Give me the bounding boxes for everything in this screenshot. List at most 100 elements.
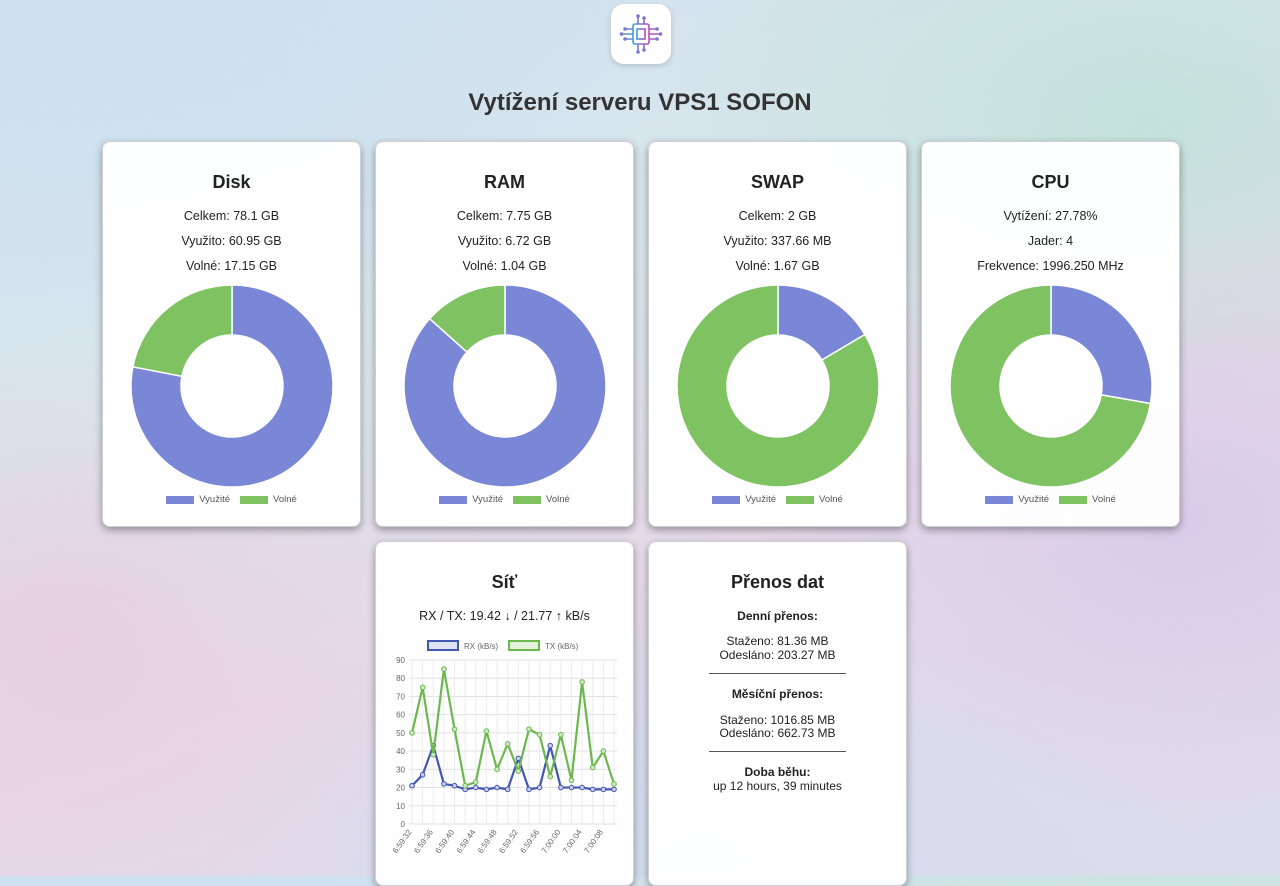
data-point-tx	[451, 726, 458, 733]
data-point-tx	[441, 666, 447, 672]
y-tick-label: 20	[396, 784, 405, 793]
disk-free: Volné: 17.15 GB	[185, 259, 278, 273]
donut-slice-free	[428, 284, 506, 354]
donut-slice-used	[403, 284, 607, 488]
daily-transfer-heading: Denní přenos:	[737, 609, 818, 623]
data-point-tx	[568, 777, 575, 784]
data-point-rx	[504, 786, 511, 793]
data-point-tx	[558, 731, 564, 738]
data-point-tx	[472, 779, 479, 785]
data-point-rx	[451, 782, 458, 789]
legend-label-rx: RX (kB/s)	[464, 642, 499, 651]
data-point-tx	[589, 764, 596, 771]
data-point-rx	[568, 784, 575, 791]
y-tick-label: 40	[396, 747, 405, 756]
uptime-heading: Doba běhu:	[744, 765, 811, 779]
page-title: Vytížení serveru VPS1 SOFON	[468, 89, 812, 116]
ram-legend: Využité Volné	[376, 494, 633, 505]
disk-legend: Využité Volné	[103, 494, 360, 505]
ram-donut-chart	[403, 284, 607, 488]
legend-free: Volné	[1059, 494, 1116, 505]
divider	[709, 751, 846, 752]
legend-free-swatch	[240, 495, 269, 504]
legend-used-swatch	[985, 495, 1014, 504]
donut-slice-used	[1050, 284, 1153, 405]
data-point-tx	[504, 741, 511, 747]
data-point-rx	[547, 742, 554, 749]
monthly-transfer-heading: Měsíční přenos:	[731, 687, 824, 701]
swap-donut-chart	[676, 284, 880, 488]
data-point-rx	[589, 786, 596, 793]
legend-used: Využité	[166, 494, 230, 505]
data-point-rx	[419, 772, 426, 778]
legend-free-swatch	[786, 495, 815, 504]
data-point-rx	[441, 781, 447, 787]
data-point-rx	[536, 784, 543, 791]
disk-total: Celkem: 78.1 GB	[183, 209, 280, 223]
legend-used: Využité	[439, 494, 503, 505]
y-tick-label: 80	[396, 674, 405, 683]
legend-label-tx: TX (kB/s)	[545, 642, 579, 651]
donut-slice-free	[676, 284, 880, 488]
data-point-tx	[579, 679, 585, 685]
legend-free: Volné	[240, 494, 297, 505]
swap-total: Celkem: 2 GB	[738, 209, 817, 223]
x-tick-label: 6:59:52	[497, 828, 520, 855]
cpu-cores: Jader: 4	[1027, 234, 1074, 248]
daily-downloaded: Staženo: 81.36 MB	[726, 634, 829, 648]
monthly-downloaded: Staženo: 1016.85 MB	[719, 713, 836, 727]
legend-swatch-rx	[427, 640, 459, 651]
data-point-tx	[515, 768, 522, 774]
ram-card: RAM Celkem: 7.75 GB Využito: 6.72 GB Vol…	[375, 141, 634, 527]
legend-used-label: Využité	[1018, 494, 1050, 505]
data-point-rx	[526, 786, 532, 793]
data-point-rx	[494, 784, 500, 791]
data-point-tx	[600, 748, 607, 754]
data-point-rx	[409, 782, 415, 789]
data-point-rx	[600, 786, 607, 793]
data-point-tx	[409, 730, 415, 736]
uptime-value: up 12 hours, 39 minutes	[713, 779, 842, 793]
cpu-donut-chart	[949, 284, 1153, 488]
disk-title: Disk	[212, 172, 251, 192]
x-tick-label: 7:00:08	[582, 828, 605, 855]
divider	[709, 673, 846, 674]
network-summary: RX / TX: 19.42 ↓ / 21.77 ↑ kB/s	[419, 609, 590, 623]
legend-used-swatch	[439, 495, 468, 504]
legend-free-label: Volné	[546, 494, 570, 505]
swap-legend: Využité Volné	[649, 494, 906, 505]
data-point-tx	[462, 782, 468, 789]
cpu-load: Vytížení: 27.78%	[1003, 209, 1098, 223]
cpu-legend: Využité Volné	[922, 494, 1179, 505]
legend-used-swatch	[712, 495, 741, 504]
ram-title: RAM	[484, 172, 525, 192]
data-point-tx	[611, 781, 617, 787]
swap-used: Využito: 337.66 MB	[723, 234, 832, 248]
transfer-card: Přenos dat Denní přenos: Staženo: 81.36 …	[648, 541, 907, 886]
series-line-tx	[410, 668, 616, 787]
y-tick-label: 90	[396, 656, 405, 665]
y-tick-label: 30	[396, 765, 405, 774]
legend-free-swatch	[1059, 495, 1088, 504]
swap-title: SWAP	[750, 172, 804, 192]
network-legend: RX (kB/s) TX (kB/s)	[427, 640, 579, 651]
legend-used-label: Využité	[745, 494, 777, 505]
data-point-rx	[472, 784, 479, 791]
transfer-title: Přenos dat	[730, 572, 825, 592]
legend-used-swatch	[166, 495, 195, 504]
data-point-rx	[558, 784, 564, 791]
donut-slice-used	[130, 284, 334, 488]
data-point-tx	[526, 726, 532, 733]
legend-swatch-tx	[508, 640, 540, 651]
cpu-frequency: Frekvence: 1996.250 MHz	[977, 259, 1124, 273]
chip-circuit-icon	[619, 14, 663, 54]
y-tick-label: 0	[401, 820, 406, 829]
network-title: Síť	[491, 572, 518, 592]
disk-card: Disk Celkem: 78.1 GB Využito: 60.95 GB V…	[102, 141, 361, 527]
data-point-rx	[611, 786, 617, 793]
daily-uploaded: Odesláno: 203.27 MB	[719, 648, 836, 662]
legend-free-label: Volné	[819, 494, 843, 505]
data-point-tx	[536, 731, 543, 738]
x-tick-label: 7:00:00	[540, 828, 563, 855]
x-tick-label: 6:59:48	[476, 828, 499, 855]
